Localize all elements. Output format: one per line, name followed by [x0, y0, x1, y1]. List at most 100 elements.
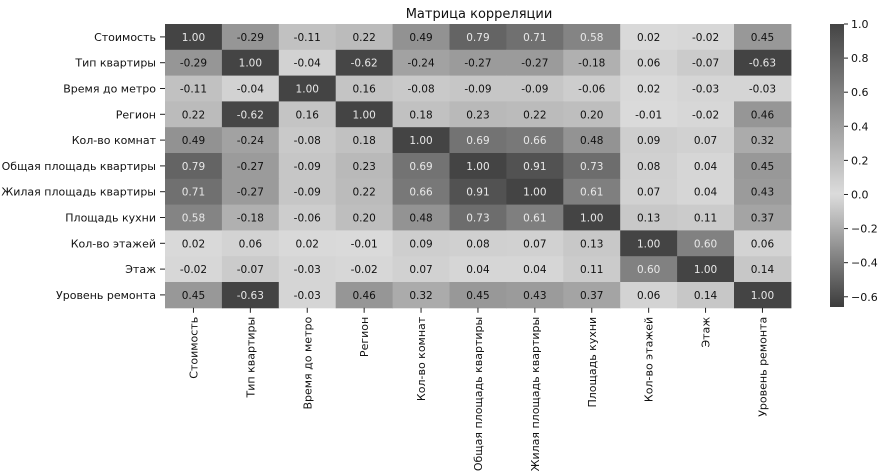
cell-value-label: 1.00 — [296, 84, 319, 96]
cell-value-label: -0.04 — [294, 58, 321, 70]
heatmap-cell — [278, 153, 337, 180]
colorbar-tick-label: −0.4 — [851, 257, 878, 270]
heatmap-cell — [221, 204, 280, 231]
heatmap-cell — [335, 24, 394, 51]
row-tick-label: Время до метро — [63, 83, 156, 96]
cell-value-label: -0.08 — [407, 84, 434, 96]
heatmap-cell — [165, 230, 223, 257]
cell-value-label: -0.07 — [692, 58, 719, 70]
cell-value-label: 0.69 — [409, 161, 432, 173]
heatmap-cell — [563, 153, 621, 180]
cell-value-label: 0.46 — [751, 109, 775, 121]
cell-value-label: 1.00 — [409, 135, 432, 147]
heatmap-cell — [278, 256, 337, 283]
column-tick-label: Кол-во комнат — [415, 316, 428, 401]
cell-value-label: 0.45 — [466, 290, 489, 302]
heatmap-cell — [449, 230, 507, 257]
heatmap-cell — [734, 256, 792, 283]
cell-value-label: 0.61 — [580, 187, 603, 199]
cell-value-label: -0.07 — [237, 264, 264, 276]
cell-value-label: 0.14 — [694, 290, 718, 302]
heatmap-cell — [677, 49, 735, 77]
cell-value-label: -0.62 — [237, 109, 264, 121]
cell-value-label: 0.73 — [466, 213, 489, 225]
heatmap-cell — [278, 178, 337, 206]
cell-value-label: 0.04 — [523, 264, 547, 276]
cell-value-label: 0.07 — [523, 238, 546, 250]
cell-value-label: 0.66 — [409, 187, 433, 199]
cell-value-label: -0.09 — [294, 187, 321, 199]
heatmap-cell — [563, 101, 621, 128]
cell-value-label: -0.27 — [237, 161, 264, 173]
cell-value-label: 0.07 — [694, 135, 717, 147]
heatmap-cell — [449, 178, 507, 206]
cell-value-label: 0.02 — [637, 84, 660, 96]
colorbar-tick-label: 0.8 — [851, 52, 869, 65]
heatmap-cell — [392, 101, 450, 128]
heatmap-cell — [392, 127, 450, 154]
cell-value-label: 0.22 — [182, 109, 205, 121]
cell-value-label: 0.23 — [352, 161, 375, 173]
heatmap-cell — [449, 24, 507, 51]
heatmap-cell — [335, 256, 394, 283]
cell-value-label: -0.04 — [237, 84, 264, 96]
cell-value-label: 0.06 — [637, 58, 661, 70]
heatmap-cell — [221, 178, 280, 206]
cell-value-label: 0.73 — [580, 161, 603, 173]
row-tick-label: Уровень ремонта — [56, 289, 156, 302]
heatmap-cell — [734, 75, 792, 102]
heatmap-cell — [165, 101, 223, 128]
heatmap-cell — [563, 49, 621, 77]
cell-value-label: 0.16 — [296, 109, 320, 121]
cell-value-label: 0.06 — [239, 238, 263, 250]
heatmap-cell — [506, 24, 564, 51]
row-tick-label: Тип квартиры — [74, 57, 156, 70]
heatmap-cell — [563, 230, 621, 257]
heatmap-cell — [449, 127, 507, 154]
heatmap-cell — [620, 178, 678, 206]
cell-value-label: 0.13 — [637, 213, 660, 225]
colorbar: 1.0 0.8 0.6 0.4 0.2 0.0 −0.2 −0.4 −0.6 — [830, 18, 878, 307]
cell-value-label: -0.24 — [237, 135, 264, 147]
cell-value-label: 0.23 — [466, 109, 489, 121]
cell-value-label: -0.03 — [294, 264, 321, 276]
heatmap-cell — [221, 153, 280, 180]
cell-value-label: 1.00 — [239, 58, 262, 70]
heatmap-cell — [392, 178, 450, 206]
heatmap-cell — [734, 204, 792, 231]
heatmap-cell — [278, 282, 337, 309]
cell-value-label: -0.11 — [294, 32, 321, 44]
cell-value-label: 0.49 — [409, 32, 432, 44]
cell-value-label: 1.00 — [751, 290, 774, 302]
heatmap-cell — [335, 127, 394, 154]
cell-value-label: 0.71 — [182, 187, 205, 199]
cell-value-label: -0.02 — [692, 32, 719, 44]
row-tick-label: Жилая площадь квартиры — [1, 186, 156, 199]
cell-value-label: 0.58 — [182, 213, 205, 225]
row-tick-label: Регион — [116, 108, 156, 121]
heatmap-cell — [165, 256, 223, 283]
heatmap-cell — [506, 178, 564, 206]
heatmap-cell — [677, 178, 735, 206]
cell-value-label: 0.11 — [580, 264, 603, 276]
heatmap-cell — [221, 75, 280, 102]
cell-value-label: -0.27 — [237, 187, 264, 199]
cell-value-label: 0.43 — [751, 187, 774, 199]
cell-value-label: 0.22 — [352, 32, 375, 44]
heatmap-cell — [335, 178, 394, 206]
cell-value-label: 0.45 — [182, 290, 205, 302]
heatmap-cell — [278, 75, 337, 102]
row-labels: Стоимость Тип квартиры Время до метро Регио… — [1, 31, 165, 302]
heatmap-cell — [165, 127, 223, 154]
heatmap-cell — [506, 49, 564, 77]
cell-value-label: 0.91 — [523, 161, 546, 173]
column-tick-label: Регион — [358, 317, 371, 357]
cell-value-label: 0.08 — [466, 238, 489, 250]
heatmap-cell — [221, 230, 280, 257]
cell-value-label: -0.09 — [464, 84, 491, 96]
row-tick-label: Кол-во этажей — [71, 237, 156, 250]
cell-value-label: 1.00 — [352, 109, 375, 121]
heatmap-cell — [278, 204, 337, 231]
heatmap-cell — [506, 101, 564, 128]
cell-value-label: 0.04 — [694, 161, 718, 173]
